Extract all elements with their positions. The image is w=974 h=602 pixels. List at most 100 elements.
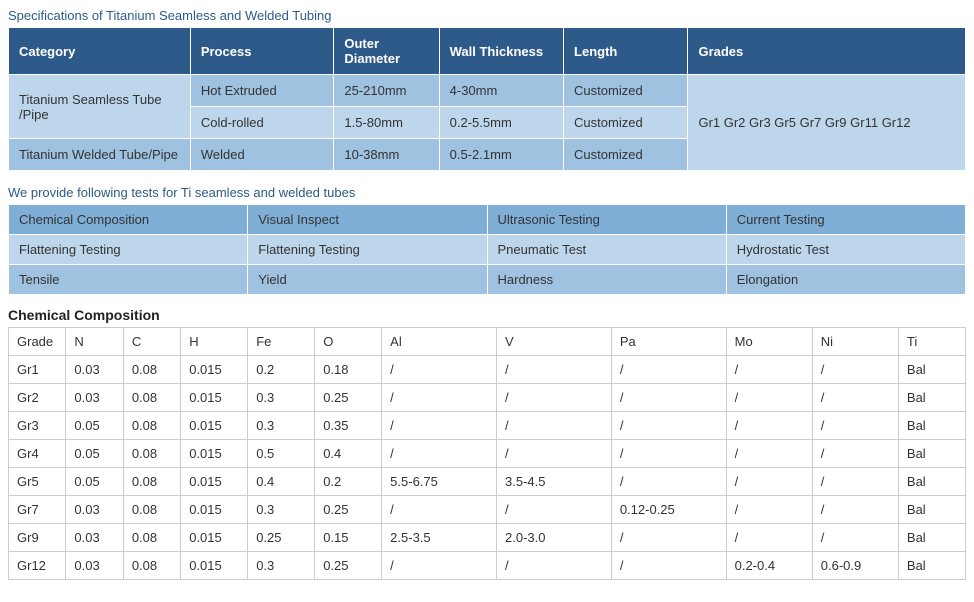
- col-o: O: [315, 328, 382, 356]
- cell-wall: 0.5-2.1mm: [439, 139, 563, 171]
- chem-cell-al: /: [382, 496, 497, 524]
- tests-row: Chemical Composition Visual Inspect Ultr…: [9, 205, 966, 235]
- tests-cell: Chemical Composition: [9, 205, 248, 235]
- chem-cell-ni: 0.6-0.9: [812, 552, 898, 580]
- chem-cell-pa: /: [611, 468, 726, 496]
- chem-cell-v: /: [497, 440, 612, 468]
- chem-cell-mo: /: [726, 468, 812, 496]
- chem-cell-ti: Bal: [898, 468, 965, 496]
- chem-cell-fe: 0.25: [248, 524, 315, 552]
- chem-cell-ti: Bal: [898, 552, 965, 580]
- chem-row: Gr50.050.080.0150.40.25.5-6.753.5-4.5///…: [9, 468, 966, 496]
- chem-cell-grade: Gr7: [9, 496, 66, 524]
- cell-process: Hot Extruded: [190, 75, 334, 107]
- specs-row: Titanium Seamless Tube /Pipe Hot Extrude…: [9, 75, 966, 107]
- chem-cell-o: 0.25: [315, 552, 382, 580]
- col-ti: Ti: [898, 328, 965, 356]
- tests-row: Tensile Yield Hardness Elongation: [9, 265, 966, 295]
- chem-cell-fe: 0.3: [248, 384, 315, 412]
- tests-cell: Current Testing: [726, 205, 965, 235]
- specs-title: Specifications of Titanium Seamless and …: [8, 8, 966, 23]
- chem-cell-n: 0.03: [66, 356, 123, 384]
- chem-cell-grade: Gr2: [9, 384, 66, 412]
- chem-cell-c: 0.08: [123, 384, 180, 412]
- chem-cell-c: 0.08: [123, 552, 180, 580]
- chem-cell-mo: /: [726, 384, 812, 412]
- chem-cell-c: 0.08: [123, 496, 180, 524]
- chem-cell-v: 2.0-3.0: [497, 524, 612, 552]
- chem-cell-mo: /: [726, 440, 812, 468]
- specs-table: Category Process Outer Diameter Wall Thi…: [8, 27, 966, 171]
- chem-cell-grade: Gr3: [9, 412, 66, 440]
- tests-row: Flattening Testing Flattening Testing Pn…: [9, 235, 966, 265]
- chem-cell-pa: /: [611, 356, 726, 384]
- chem-cell-pa: 0.12-0.25: [611, 496, 726, 524]
- chem-cell-pa: /: [611, 552, 726, 580]
- chem-cell-v: /: [497, 384, 612, 412]
- col-od: Outer Diameter: [334, 28, 439, 75]
- col-pa: Pa: [611, 328, 726, 356]
- chem-cell-n: 0.03: [66, 496, 123, 524]
- chem-cell-v: /: [497, 356, 612, 384]
- chem-cell-n: 0.05: [66, 440, 123, 468]
- chem-cell-al: /: [382, 440, 497, 468]
- chem-cell-ti: Bal: [898, 384, 965, 412]
- chem-cell-h: 0.015: [181, 524, 248, 552]
- chem-cell-h: 0.015: [181, 412, 248, 440]
- chem-cell-pa: /: [611, 440, 726, 468]
- col-v: V: [497, 328, 612, 356]
- cell-process: Welded: [190, 139, 334, 171]
- chem-cell-h: 0.015: [181, 552, 248, 580]
- chem-row: Gr10.030.080.0150.20.18/////Bal: [9, 356, 966, 384]
- cell-od: 25-210mm: [334, 75, 439, 107]
- chem-cell-al: /: [382, 356, 497, 384]
- chem-cell-grade: Gr1: [9, 356, 66, 384]
- col-n: N: [66, 328, 123, 356]
- chem-cell-al: /: [382, 384, 497, 412]
- chem-cell-grade: Gr4: [9, 440, 66, 468]
- chem-cell-o: 0.2: [315, 468, 382, 496]
- chem-cell-fe: 0.3: [248, 552, 315, 580]
- chem-cell-o: 0.25: [315, 496, 382, 524]
- col-h: H: [181, 328, 248, 356]
- cell-od: 1.5-80mm: [334, 107, 439, 139]
- tests-cell: Flattening Testing: [248, 235, 487, 265]
- specs-header-row: Category Process Outer Diameter Wall Thi…: [9, 28, 966, 75]
- chem-cell-al: 5.5-6.75: [382, 468, 497, 496]
- chem-cell-pa: /: [611, 524, 726, 552]
- chem-cell-v: /: [497, 552, 612, 580]
- col-ni: Ni: [812, 328, 898, 356]
- chem-cell-fe: 0.3: [248, 496, 315, 524]
- chem-cell-fe: 0.2: [248, 356, 315, 384]
- cell-category-seamless: Titanium Seamless Tube /Pipe: [9, 75, 191, 139]
- chem-cell-c: 0.08: [123, 412, 180, 440]
- chem-cell-ti: Bal: [898, 356, 965, 384]
- chem-cell-fe: 0.3: [248, 412, 315, 440]
- chem-cell-n: 0.05: [66, 412, 123, 440]
- tests-cell: Yield: [248, 265, 487, 295]
- chem-row: Gr30.050.080.0150.30.35/////Bal: [9, 412, 966, 440]
- chem-cell-al: /: [382, 412, 497, 440]
- chem-cell-n: 0.03: [66, 384, 123, 412]
- chem-cell-fe: 0.5: [248, 440, 315, 468]
- chem-cell-h: 0.015: [181, 384, 248, 412]
- cell-length: Customized: [564, 107, 688, 139]
- col-mo: Mo: [726, 328, 812, 356]
- chem-cell-mo: /: [726, 356, 812, 384]
- col-fe: Fe: [248, 328, 315, 356]
- tests-cell: Ultrasonic Testing: [487, 205, 726, 235]
- chem-cell-ni: /: [812, 524, 898, 552]
- col-grade: Grade: [9, 328, 66, 356]
- tests-cell: Flattening Testing: [9, 235, 248, 265]
- chem-row: Gr40.050.080.0150.50.4/////Bal: [9, 440, 966, 468]
- chem-cell-ni: /: [812, 412, 898, 440]
- col-category: Category: [9, 28, 191, 75]
- tests-cell: Tensile: [9, 265, 248, 295]
- chem-cell-fe: 0.4: [248, 468, 315, 496]
- tests-cell: Pneumatic Test: [487, 235, 726, 265]
- chem-cell-ti: Bal: [898, 524, 965, 552]
- chem-cell-grade: Gr9: [9, 524, 66, 552]
- chem-cell-h: 0.015: [181, 440, 248, 468]
- tests-cell: Elongation: [726, 265, 965, 295]
- cell-category-welded: Titanium Welded Tube/Pipe: [9, 139, 191, 171]
